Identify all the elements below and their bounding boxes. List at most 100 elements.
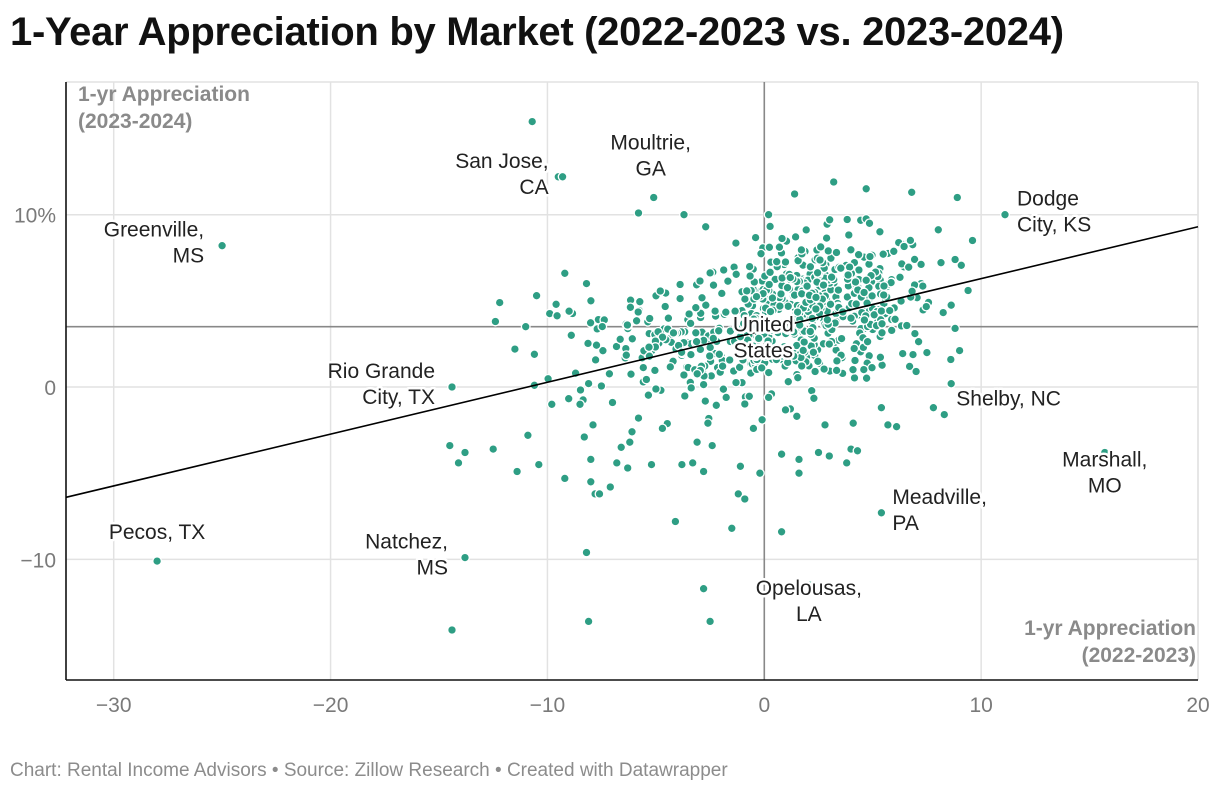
data-point bbox=[675, 293, 686, 304]
data-point bbox=[512, 466, 523, 477]
data-point bbox=[946, 378, 957, 389]
data-point bbox=[877, 318, 887, 329]
y-axis-title: 1-yr Appreciation bbox=[78, 83, 250, 106]
data-point bbox=[874, 226, 885, 237]
data-point bbox=[676, 459, 687, 470]
data-point bbox=[453, 457, 464, 468]
data-point bbox=[575, 385, 586, 395]
data-point bbox=[831, 365, 842, 376]
data-point bbox=[849, 343, 860, 354]
data-point bbox=[890, 314, 901, 325]
data-point bbox=[579, 432, 590, 442]
point-label: Meadville, bbox=[892, 486, 987, 509]
data-point bbox=[908, 349, 918, 360]
data-point bbox=[950, 323, 961, 334]
data-point bbox=[895, 272, 905, 283]
data-point bbox=[744, 391, 755, 402]
point-label: Opelousas, bbox=[756, 577, 862, 600]
data-point bbox=[782, 282, 793, 293]
x-axis-title-halo: 1-yr Appreciation bbox=[1024, 617, 1196, 640]
y-tick-label: 0 bbox=[44, 377, 56, 400]
data-point bbox=[765, 267, 776, 278]
point-label: PA bbox=[892, 512, 918, 535]
data-point bbox=[792, 307, 803, 318]
data-point bbox=[780, 404, 791, 415]
data-point bbox=[763, 336, 774, 346]
data-point bbox=[739, 399, 750, 409]
data-point bbox=[886, 325, 897, 336]
data-point bbox=[843, 270, 854, 280]
data-point bbox=[692, 437, 703, 448]
data-point bbox=[622, 463, 633, 473]
data-point bbox=[801, 224, 812, 235]
data-point bbox=[626, 369, 636, 380]
point-label-halo: States bbox=[734, 340, 794, 363]
data-point bbox=[790, 231, 801, 242]
data-point bbox=[559, 268, 570, 279]
data-point bbox=[714, 349, 725, 360]
axis-titles: 1-yr Appreciation (2023-2024) 1-yr Appreci… bbox=[78, 83, 1199, 670]
data-point bbox=[707, 440, 718, 451]
x-tick-label: −20 bbox=[313, 694, 349, 717]
data-point bbox=[849, 372, 860, 383]
point-label-halo: LA bbox=[796, 603, 822, 626]
labeled-data-point bbox=[447, 382, 457, 392]
data-point bbox=[861, 183, 872, 194]
data-point bbox=[818, 280, 829, 291]
data-point bbox=[917, 281, 928, 292]
data-point bbox=[594, 488, 605, 499]
data-point bbox=[810, 366, 821, 377]
data-point bbox=[722, 276, 733, 287]
data-point bbox=[644, 313, 655, 324]
data-point bbox=[546, 399, 557, 410]
data-point bbox=[764, 242, 775, 253]
data-point bbox=[718, 384, 729, 395]
data-point bbox=[859, 315, 870, 325]
data-point bbox=[710, 306, 721, 317]
data-point bbox=[585, 317, 596, 328]
data-point bbox=[843, 230, 854, 240]
data-point bbox=[780, 344, 791, 355]
data-point bbox=[564, 306, 575, 317]
data-point bbox=[785, 272, 796, 283]
data-point bbox=[867, 290, 878, 301]
data-point bbox=[678, 370, 689, 380]
data-point bbox=[877, 360, 888, 371]
data-point bbox=[950, 254, 961, 265]
data-point bbox=[490, 316, 501, 327]
chart-footer: Chart: Rental Income Advisors • Source: … bbox=[10, 760, 728, 781]
data-point bbox=[596, 381, 607, 391]
y-tick-label: −10 bbox=[20, 549, 56, 572]
data-point bbox=[616, 442, 627, 453]
data-point bbox=[792, 372, 803, 383]
data-point bbox=[824, 214, 835, 225]
point-label: Pecos, TX bbox=[109, 521, 206, 544]
data-point bbox=[622, 320, 633, 330]
data-point bbox=[698, 466, 709, 477]
data-point bbox=[850, 355, 860, 366]
data-point bbox=[583, 616, 594, 627]
data-point bbox=[745, 271, 756, 281]
data-point bbox=[751, 351, 761, 362]
data-points bbox=[152, 116, 1110, 635]
data-point bbox=[634, 296, 645, 307]
data-point bbox=[938, 307, 949, 318]
data-point bbox=[861, 275, 872, 286]
data-point bbox=[913, 336, 924, 347]
data-point bbox=[936, 257, 946, 268]
data-point bbox=[774, 242, 785, 253]
data-point bbox=[575, 399, 585, 410]
point-label-halo: MO bbox=[1088, 475, 1122, 498]
data-point bbox=[698, 379, 709, 390]
data-point bbox=[657, 423, 668, 434]
data-point bbox=[760, 351, 771, 362]
data-point bbox=[878, 290, 889, 300]
data-point bbox=[835, 263, 846, 274]
data-point bbox=[646, 459, 657, 470]
point-label: CA bbox=[519, 176, 548, 199]
data-point bbox=[798, 345, 809, 356]
data-point bbox=[621, 350, 632, 361]
data-point bbox=[796, 288, 807, 299]
data-point bbox=[956, 260, 967, 271]
